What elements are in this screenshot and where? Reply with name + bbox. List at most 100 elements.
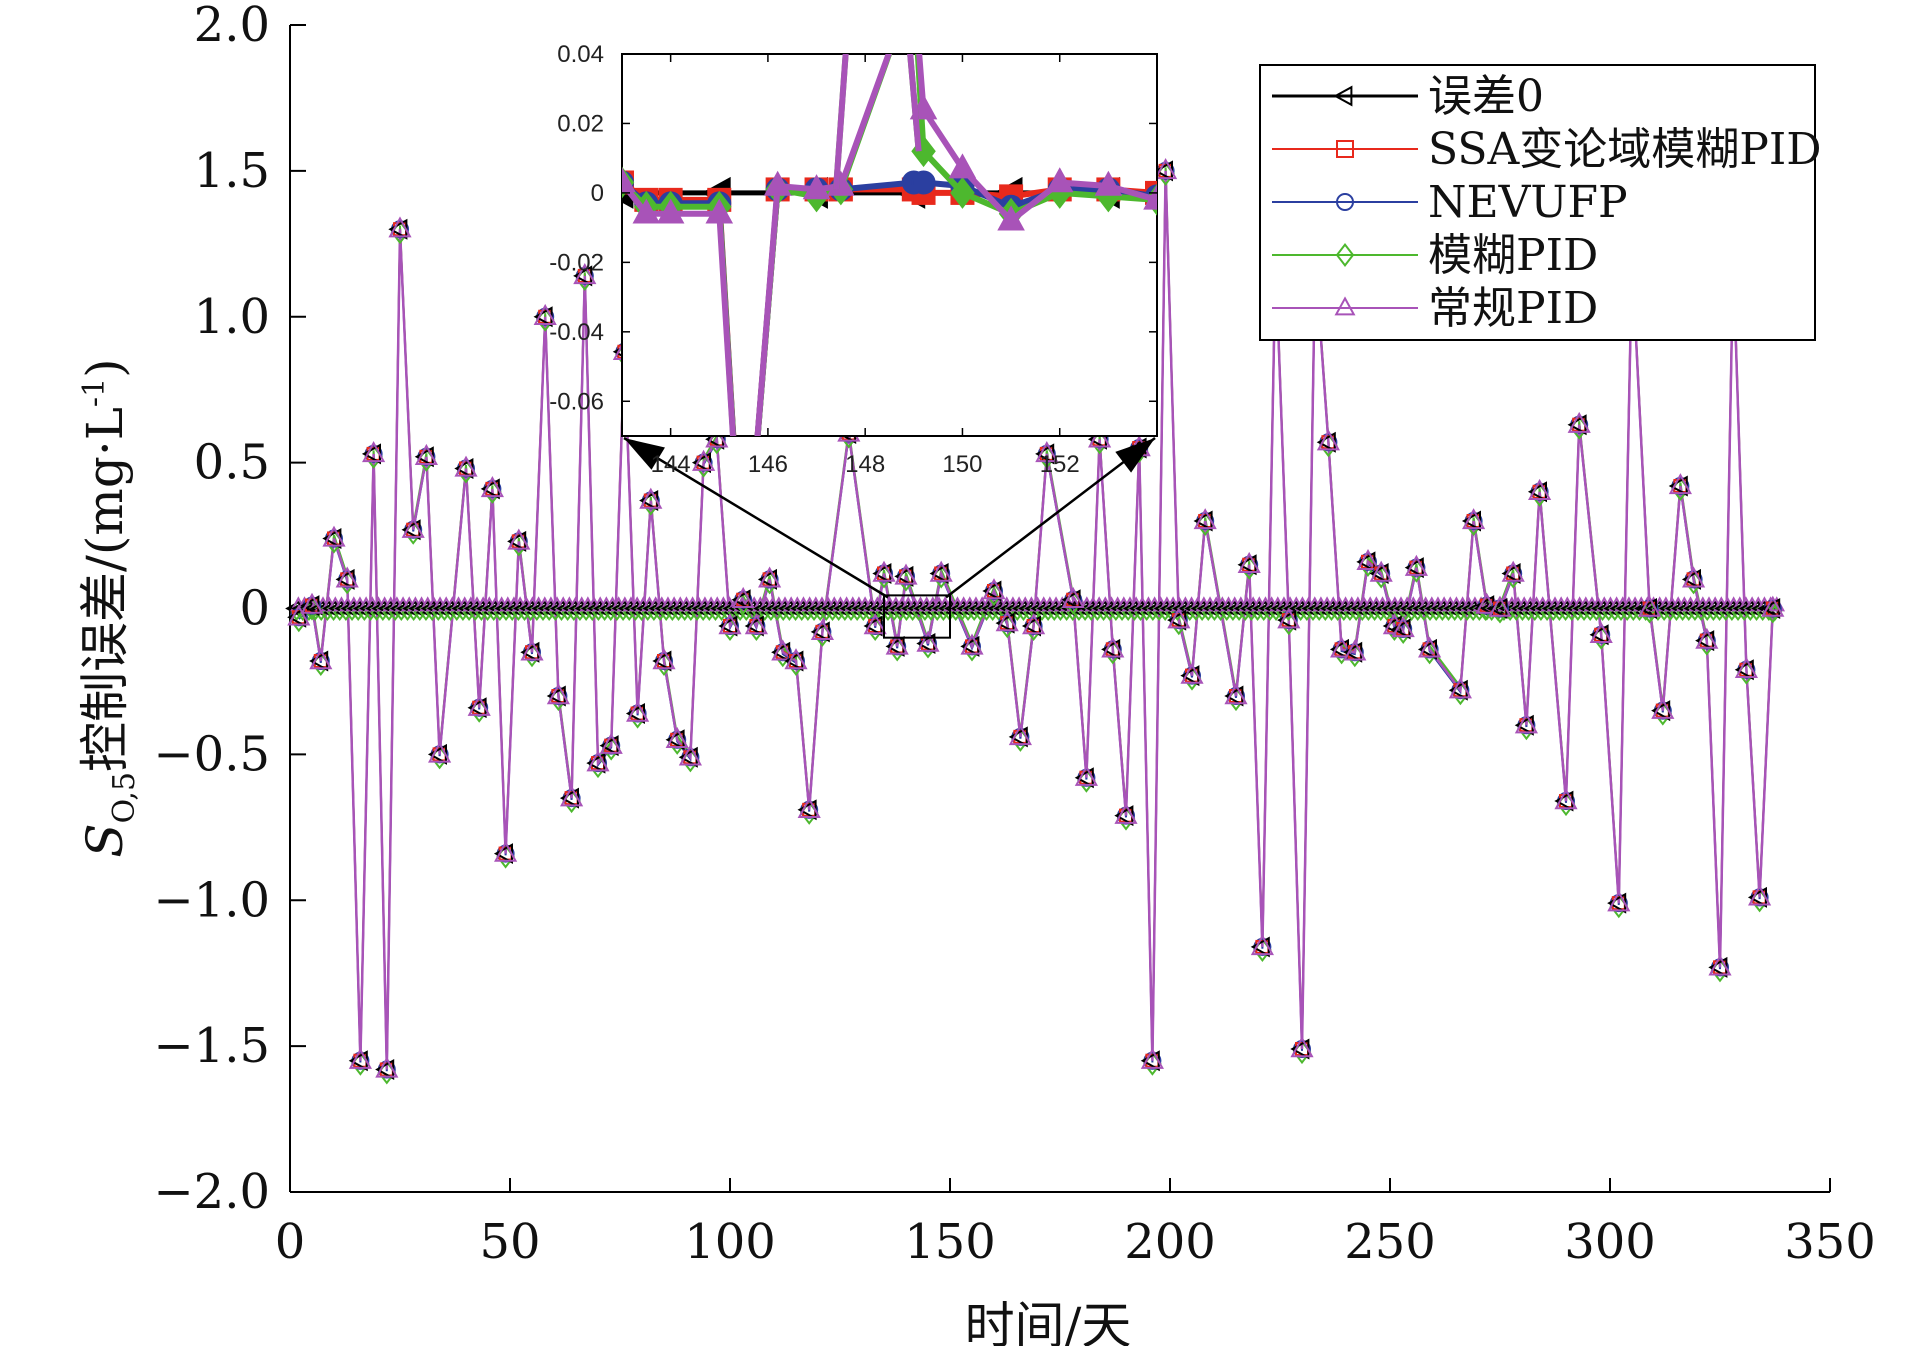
marker-常规PID — [1589, 621, 1613, 643]
marker-常规PID — [401, 516, 425, 538]
main-marker-group — [285, 157, 1786, 1085]
marker-常规PID — [810, 618, 834, 641]
marker-常规PID — [1277, 607, 1301, 629]
marker-常规PID — [1404, 554, 1428, 576]
marker-常规PID — [1022, 613, 1046, 635]
inset-marker-模糊PID — [950, 176, 975, 209]
marker-常规PID — [1734, 656, 1758, 678]
marker-常规PID — [414, 443, 438, 465]
marker-常规PID — [718, 613, 742, 635]
inset-x-tick-label: 152 — [1040, 451, 1080, 478]
inset-x-tick-label: 150 — [942, 451, 982, 478]
marker-常规PID — [362, 440, 386, 463]
marker-常规PID — [1154, 157, 1178, 180]
marker-常规PID — [454, 455, 478, 477]
marker-常规PID — [287, 604, 311, 626]
legend-marker-常规PID — [1334, 296, 1356, 316]
marker-常规PID — [960, 633, 984, 655]
x-axis-ticks: 0 50 100 150 200 250 300 350 — [275, 1178, 1876, 1270]
marker-常规PID — [1695, 627, 1719, 649]
marker-常规PID — [705, 426, 729, 448]
y-axis-title-base: S — [76, 823, 134, 857]
legend-label: 模糊PID — [1428, 230, 1598, 281]
marker-常规PID — [929, 560, 953, 582]
x-tick-label: 0 — [275, 1214, 306, 1270]
inset-series-group — [622, 54, 1157, 436]
marker-常规PID — [300, 592, 324, 614]
inset-marker-常规PID — [997, 205, 1025, 231]
inset-x-tick-label: 146 — [748, 451, 788, 478]
x-tick-label: 300 — [1564, 1214, 1656, 1270]
marker-常规PID — [1488, 595, 1512, 617]
marker-常规PID — [494, 840, 518, 862]
y-axis-title-sup: -1 — [77, 378, 112, 407]
marker-常规PID — [533, 303, 557, 325]
marker-常规PID — [428, 741, 452, 763]
marker-常规PID — [1761, 595, 1785, 617]
marker-常规PID — [872, 560, 896, 582]
marker-常规PID — [1088, 426, 1112, 448]
inset-marker-常规PID — [1094, 170, 1123, 196]
marker-常规PID — [560, 785, 584, 807]
legend-box — [1259, 64, 1816, 341]
marker-常规PID — [520, 639, 544, 661]
inset-ticks: 0.04 0.02 0 -0.02 -0.04 -0.06 144 146 148 150 152 — [549, 41, 1157, 478]
marker-常规PID — [1180, 662, 1204, 684]
marker-常规PID — [586, 750, 610, 772]
main-series-group — [290, 167, 1778, 1072]
legend-label: SSA变论域模糊PID — [1428, 124, 1822, 175]
marker-常规PID — [731, 586, 755, 608]
marker-常规PID — [744, 613, 768, 635]
legend-label: 常规PID — [1428, 283, 1598, 334]
inset-marker-常规PID — [948, 153, 977, 179]
marker-常规PID — [916, 630, 940, 652]
marker-常规PID — [1682, 566, 1706, 588]
marker-常规PID — [771, 639, 795, 661]
marker-常规PID — [1316, 429, 1340, 451]
y-tick-label: 0 — [239, 581, 270, 637]
marker-常规PID — [1356, 548, 1380, 571]
inset-x-tick-label: 144 — [651, 451, 691, 478]
inset-y-tick-label: -0.06 — [549, 388, 604, 415]
inset-marker-常规PID — [656, 198, 685, 224]
marker-常规PID — [1330, 636, 1354, 658]
y-tick-label: 1.0 — [194, 289, 270, 345]
marker-常规PID — [1035, 440, 1059, 463]
marker-常规PID — [1101, 636, 1125, 658]
x-tick-label: 350 — [1784, 1214, 1876, 1270]
marker-常规PID — [639, 487, 663, 509]
marker-常规PID — [348, 1047, 372, 1069]
y-tick-label: 2.0 — [194, 0, 270, 53]
y-tick-label: −1.5 — [153, 1018, 270, 1074]
marker-常规PID — [665, 726, 689, 748]
inset-x-tick-label: 148 — [845, 451, 885, 478]
inset-marker-NEVUFP — [911, 170, 936, 195]
legend-marker-NEVUFP — [1336, 193, 1354, 211]
y-axis-title-close: ) — [76, 358, 134, 378]
x-tick-label: 200 — [1124, 1214, 1216, 1270]
marker-常规PID — [1748, 884, 1772, 906]
marker-常规PID — [995, 610, 1019, 632]
marker-常规PID — [1369, 560, 1393, 582]
inset-background — [621, 53, 1158, 437]
marker-常规PID — [982, 578, 1006, 600]
inset-marker-常规PID — [622, 167, 636, 193]
marker-常规PID — [309, 648, 333, 670]
y-tick-label: −2.0 — [153, 1164, 270, 1220]
marker-常规PID — [1167, 607, 1191, 629]
zoom-arrow-right-shaft — [945, 437, 1156, 599]
x-axis-title: 时间/天 — [965, 1297, 1132, 1346]
y-axis-title-sub: O,5 — [107, 772, 142, 823]
inset-marker-常规PID — [705, 198, 734, 224]
marker-常规PID — [894, 563, 918, 585]
marker-常规PID — [1343, 639, 1367, 661]
marker-常规PID — [1501, 560, 1525, 582]
marker-常规PID — [1061, 586, 1085, 608]
marker-常规PID — [885, 633, 909, 655]
inset-marker-常规PID — [763, 170, 792, 196]
inset-y-tick-label: 0.04 — [557, 41, 604, 68]
marker-常规PID — [1567, 411, 1591, 433]
marker-常规PID — [692, 449, 716, 471]
zoom-rectangle — [883, 594, 951, 639]
marker-常规PID — [467, 694, 491, 716]
